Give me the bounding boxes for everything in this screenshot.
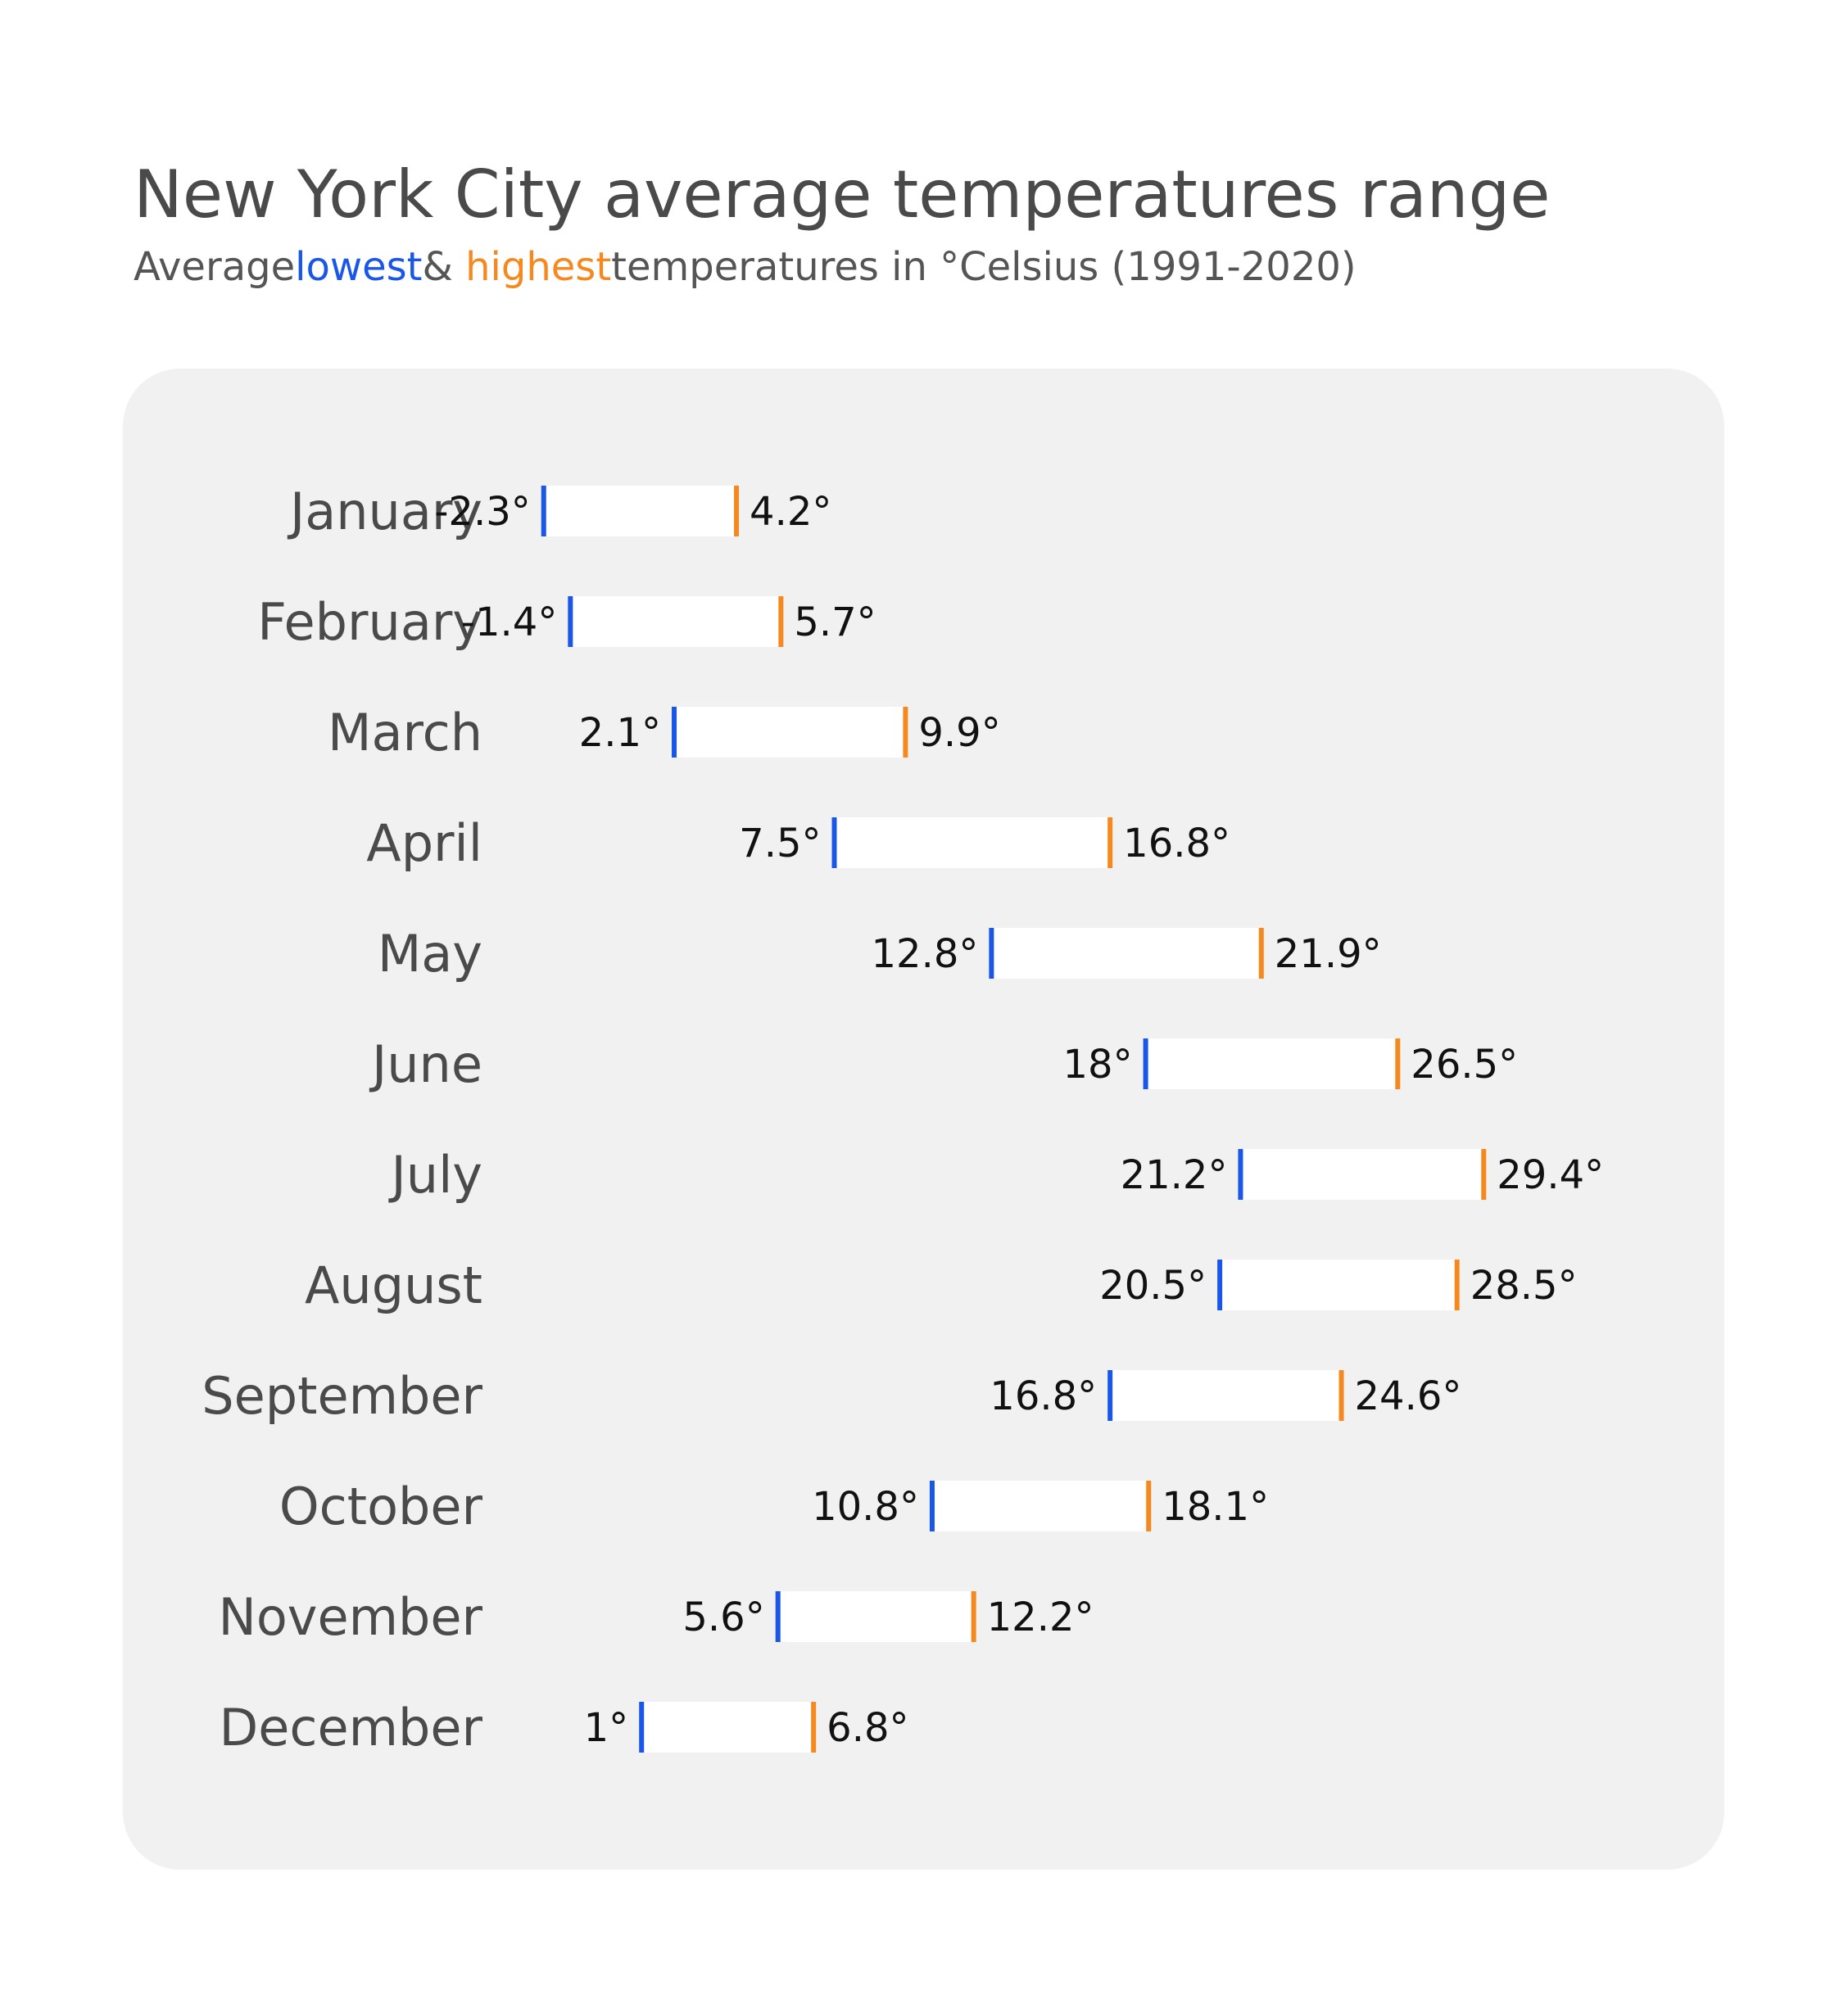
high-marker bbox=[971, 1591, 976, 1642]
low-value-label: 20.5° bbox=[1099, 1263, 1207, 1309]
low-marker bbox=[672, 707, 677, 758]
month-label: May bbox=[378, 924, 482, 984]
low-marker bbox=[1238, 1149, 1243, 1200]
high-marker bbox=[1454, 1260, 1460, 1310]
low-value-label: 12.8° bbox=[871, 931, 978, 977]
legend-lowest: lowest bbox=[295, 244, 423, 290]
high-marker bbox=[1395, 1038, 1401, 1089]
range-bar bbox=[570, 596, 781, 647]
low-value-label: 1° bbox=[584, 1705, 629, 1751]
high-value-label: 26.5° bbox=[1411, 1042, 1518, 1088]
month-label: November bbox=[218, 1587, 482, 1647]
range-bar bbox=[931, 1481, 1149, 1531]
month-label: April bbox=[366, 813, 482, 873]
high-value-label: 28.5° bbox=[1470, 1263, 1578, 1309]
month-label: October bbox=[279, 1477, 483, 1536]
high-marker bbox=[734, 486, 740, 536]
low-marker bbox=[1107, 1370, 1113, 1421]
month-label: August bbox=[305, 1255, 482, 1315]
low-marker bbox=[929, 1481, 935, 1531]
low-marker bbox=[989, 928, 994, 979]
low-value-label: 16.8° bbox=[990, 1373, 1097, 1419]
subtitle-prefix: Average bbox=[134, 244, 296, 290]
high-marker bbox=[1258, 928, 1264, 979]
high-marker bbox=[811, 1702, 817, 1753]
month-label: June bbox=[369, 1034, 482, 1094]
high-value-label: 9.9° bbox=[918, 710, 1000, 756]
month-label: September bbox=[202, 1366, 482, 1426]
high-value-label: 24.6° bbox=[1355, 1373, 1462, 1419]
high-marker bbox=[1481, 1149, 1487, 1200]
low-value-label: 2.1° bbox=[579, 710, 661, 756]
legend-highest: highest bbox=[465, 244, 612, 290]
high-marker bbox=[1146, 1481, 1152, 1531]
low-value-label: -2.3° bbox=[434, 489, 531, 535]
subtitle-suffix: temperatures in °Celsius (1991-2020) bbox=[611, 244, 1357, 290]
high-marker bbox=[778, 596, 784, 647]
month-label: February bbox=[257, 592, 482, 652]
range-bar bbox=[777, 1591, 974, 1642]
month-label: July bbox=[388, 1145, 483, 1205]
range-bar bbox=[1240, 1149, 1484, 1200]
month-label: December bbox=[219, 1698, 482, 1757]
month-label: January bbox=[287, 482, 482, 541]
low-value-label: 5.6° bbox=[682, 1595, 764, 1640]
high-value-label: 4.2° bbox=[750, 489, 831, 535]
low-value-label: -1.4° bbox=[461, 599, 558, 645]
low-value-label: 21.2° bbox=[1121, 1152, 1228, 1198]
range-bar bbox=[991, 928, 1261, 979]
range-bar bbox=[1110, 1370, 1342, 1421]
range-bar bbox=[641, 1702, 814, 1753]
range-bar bbox=[1220, 1260, 1457, 1310]
low-marker bbox=[568, 596, 573, 647]
low-value-label: 18° bbox=[1063, 1042, 1133, 1088]
high-value-label: 16.8° bbox=[1123, 821, 1230, 866]
high-marker bbox=[1107, 817, 1113, 868]
low-marker bbox=[1217, 1260, 1223, 1310]
range-bar bbox=[834, 817, 1111, 868]
high-value-label: 12.2° bbox=[987, 1595, 1094, 1640]
low-marker bbox=[639, 1702, 645, 1753]
month-label: March bbox=[328, 703, 482, 762]
high-value-label: 18.1° bbox=[1162, 1484, 1269, 1530]
high-marker bbox=[1338, 1370, 1344, 1421]
high-value-label: 21.9° bbox=[1275, 931, 1382, 977]
low-value-label: 10.8° bbox=[812, 1484, 919, 1530]
high-value-label: 6.8° bbox=[827, 1705, 908, 1751]
low-marker bbox=[831, 817, 837, 868]
chart-subtitle: Averagelowest& highesttemperatures in °C… bbox=[134, 244, 1357, 292]
range-bar bbox=[674, 707, 906, 758]
range-bar bbox=[543, 486, 737, 536]
low-marker bbox=[541, 486, 546, 536]
low-marker bbox=[1143, 1038, 1148, 1089]
low-marker bbox=[775, 1591, 781, 1642]
high-value-label: 5.7° bbox=[794, 599, 876, 645]
subtitle-middle: & bbox=[422, 244, 466, 290]
high-value-label: 29.4° bbox=[1497, 1152, 1604, 1198]
high-marker bbox=[903, 707, 908, 758]
range-bar bbox=[1145, 1038, 1398, 1089]
low-value-label: 7.5° bbox=[739, 821, 821, 866]
chart-title: New York City average temperatures range bbox=[134, 156, 1551, 233]
